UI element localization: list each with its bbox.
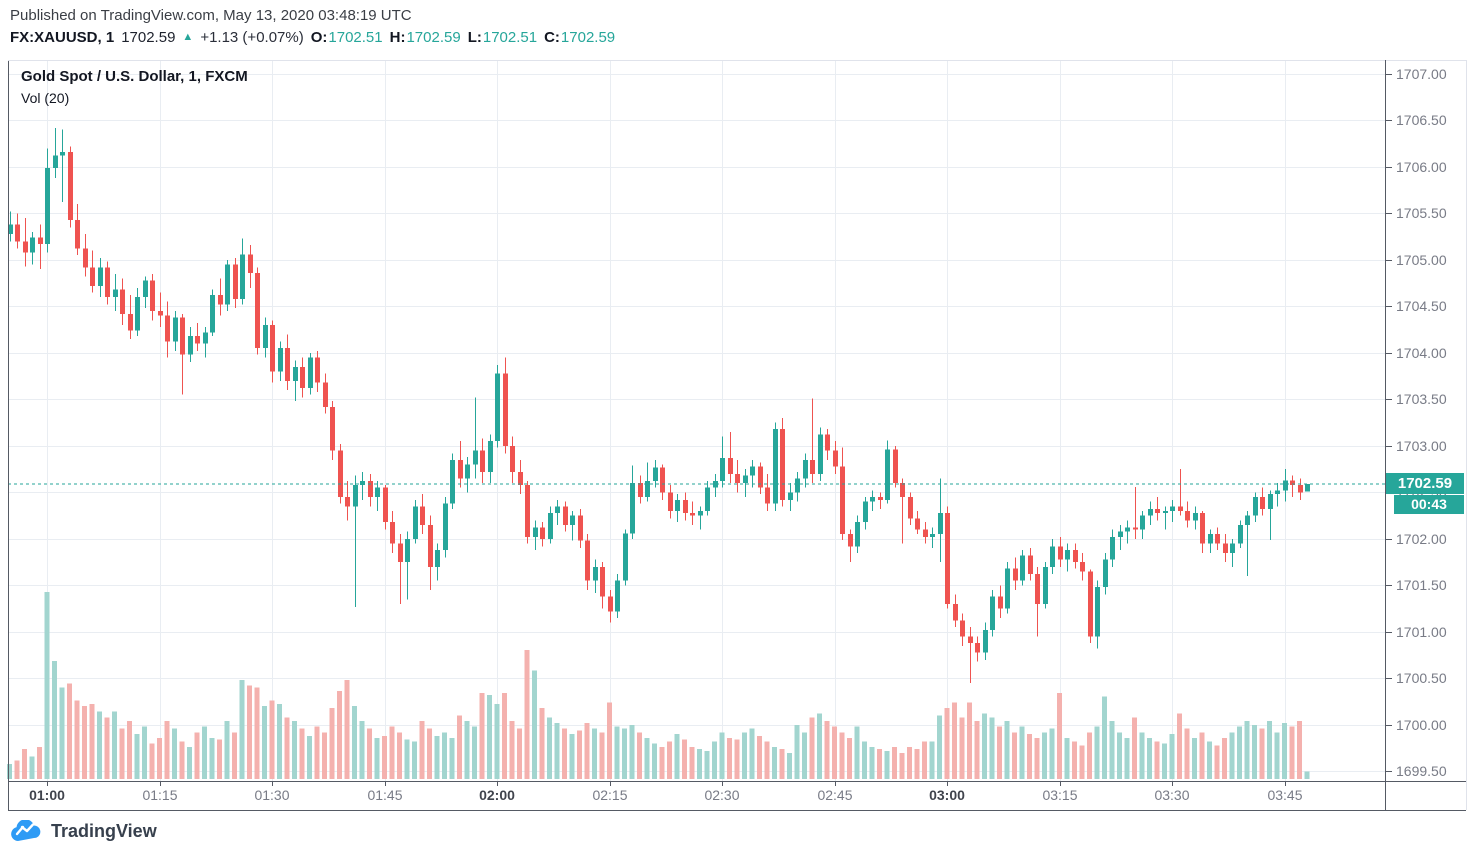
volume-bars <box>7 592 1310 779</box>
time-axis[interactable] <box>8 781 1385 810</box>
svg-text:1702.00: 1702.00 <box>1396 531 1447 547</box>
chart-frame <box>8 60 1467 811</box>
svg-text:02:00: 02:00 <box>479 787 515 803</box>
grid-lines <box>8 60 1385 781</box>
svg-text:03:30: 03:30 <box>1154 787 1189 803</box>
svg-text:01:30: 01:30 <box>254 787 289 803</box>
svg-text:1705.50: 1705.50 <box>1396 205 1447 221</box>
svg-text:03:00: 03:00 <box>929 787 965 803</box>
low-label: L: <box>467 29 482 46</box>
svg-text:1703.00: 1703.00 <box>1396 438 1447 454</box>
tradingview-cloud-icon <box>11 820 41 841</box>
price-axis[interactable] <box>1385 60 1466 781</box>
svg-text:01:15: 01:15 <box>142 787 177 803</box>
time-axis-labels: 01:00 01:15 01:30 01:45 02:00 02:15 02:30 02:45… <box>29 781 1303 803</box>
bar-countdown-badge: 00:43 <box>1394 495 1464 514</box>
chart-plot-area[interactable] <box>8 60 1385 781</box>
volume-study-legend[interactable]: Vol (20) <box>21 90 70 106</box>
svg-text:02:30: 02:30 <box>704 787 739 803</box>
svg-text:1706.50: 1706.50 <box>1396 112 1447 128</box>
symbol-interval: FX:XAUUSD, 1 <box>10 29 115 46</box>
high-label: H: <box>389 29 406 46</box>
svg-text:1701.50: 1701.50 <box>1396 577 1447 593</box>
published-line: Published on TradingView.com, May 13, 20… <box>10 7 412 24</box>
last-price: 1702.59 <box>121 29 176 46</box>
svg-text:1704.50: 1704.50 <box>1396 298 1447 314</box>
tradingview-logo[interactable]: TradingView <box>10 820 157 842</box>
svg-text:1700.50: 1700.50 <box>1396 670 1447 686</box>
svg-text:1706.00: 1706.00 <box>1396 159 1447 175</box>
symbol-info-bar: FX:XAUUSD, 1 1702.59 ▲ +1.13 (+0.07%) O:… <box>10 29 615 46</box>
svg-text:1707.00: 1707.00 <box>1396 66 1447 82</box>
svg-text:03:45: 03:45 <box>1267 787 1302 803</box>
svg-text:02:45: 02:45 <box>817 787 852 803</box>
svg-text:1705.00: 1705.00 <box>1396 252 1447 268</box>
open-value: 1702.51 <box>328 29 383 46</box>
svg-text:1701.00: 1701.00 <box>1396 624 1447 640</box>
svg-text:01:45: 01:45 <box>367 787 402 803</box>
high-value: 1702.59 <box>406 29 461 46</box>
svg-text:01:00: 01:00 <box>29 787 65 803</box>
svg-text:1699.50: 1699.50 <box>1396 763 1447 779</box>
price-change: +1.13 (+0.07%) <box>200 29 304 46</box>
close-label: C: <box>544 29 560 46</box>
open-label: O: <box>310 29 328 46</box>
candles <box>8 127 1310 684</box>
up-triangle-icon: ▲ <box>182 30 194 43</box>
svg-text:02:15: 02:15 <box>592 787 627 803</box>
svg-text:03:15: 03:15 <box>1042 787 1077 803</box>
last-price-badge: 1702.59 <box>1386 473 1464 494</box>
close-value: 1702.59 <box>560 29 616 46</box>
svg-text:1704.00: 1704.00 <box>1396 345 1447 361</box>
svg-text:1700.00: 1700.00 <box>1396 717 1447 733</box>
chart-legend-title[interactable]: Gold Spot / U.S. Dollar, 1, FXCM <box>21 68 248 85</box>
low-value: 1702.51 <box>482 29 538 46</box>
tradingview-logo-text: TradingView <box>51 820 157 841</box>
svg-text:1703.50: 1703.50 <box>1396 391 1447 407</box>
